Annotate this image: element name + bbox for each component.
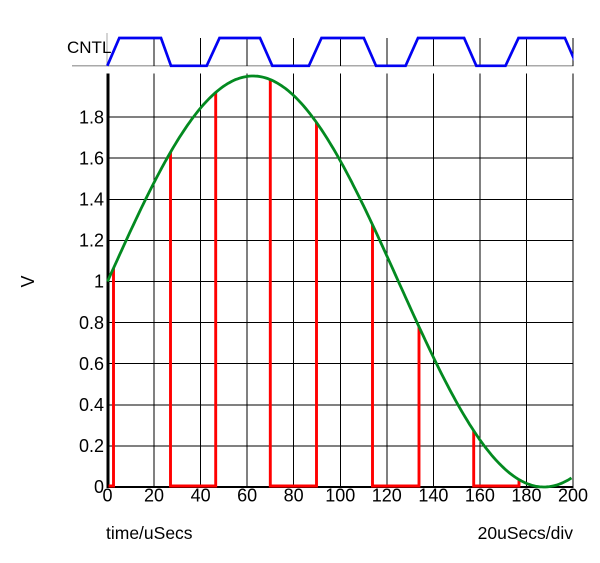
svg-text:100: 100 bbox=[325, 486, 355, 506]
svg-text:60: 60 bbox=[237, 486, 257, 506]
svg-text:120: 120 bbox=[372, 486, 402, 506]
svg-text:0.6: 0.6 bbox=[79, 354, 104, 374]
svg-text:1: 1 bbox=[94, 272, 104, 292]
svg-text:1.6: 1.6 bbox=[79, 148, 104, 168]
svg-text:0: 0 bbox=[94, 477, 104, 497]
svg-text:1.2: 1.2 bbox=[79, 231, 104, 251]
svg-text:0.8: 0.8 bbox=[79, 313, 104, 333]
svg-text:40: 40 bbox=[191, 486, 211, 506]
svg-text:0.2: 0.2 bbox=[79, 436, 104, 456]
svg-text:180: 180 bbox=[511, 486, 541, 506]
svg-text:160: 160 bbox=[465, 486, 495, 506]
svg-text:CNTL: CNTL bbox=[67, 38, 111, 57]
svg-text:140: 140 bbox=[418, 486, 448, 506]
svg-text:V: V bbox=[18, 275, 38, 287]
svg-text:200: 200 bbox=[558, 486, 588, 506]
svg-text:1.4: 1.4 bbox=[79, 190, 104, 210]
svg-text:20: 20 bbox=[144, 486, 164, 506]
svg-text:0.4: 0.4 bbox=[79, 395, 104, 415]
svg-text:time/uSecs: time/uSecs bbox=[106, 523, 193, 543]
svg-text:0: 0 bbox=[102, 486, 112, 506]
svg-text:80: 80 bbox=[284, 486, 304, 506]
svg-text:20uSecs/div: 20uSecs/div bbox=[478, 523, 574, 543]
svg-text:1.8: 1.8 bbox=[79, 107, 104, 127]
